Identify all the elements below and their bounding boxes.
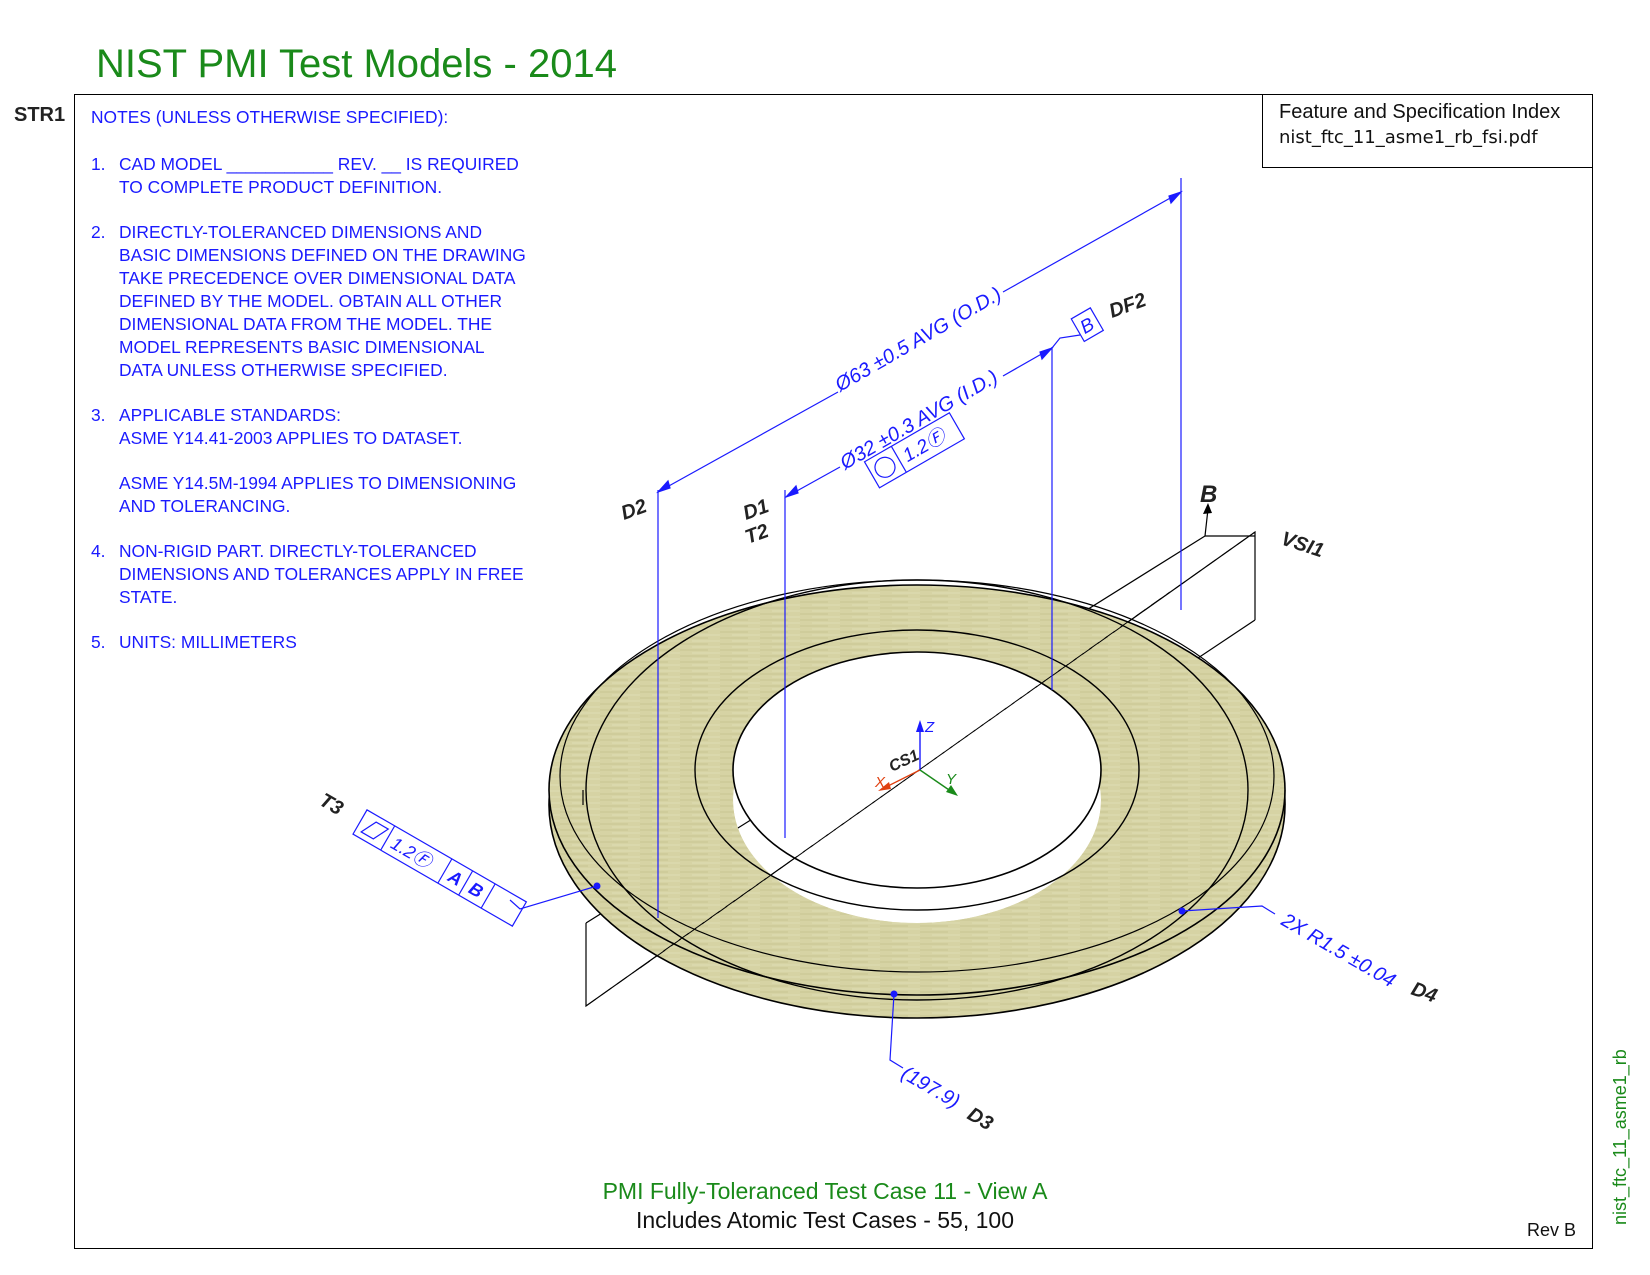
washer-inner-step bbox=[694, 629, 1140, 911]
atomic-cases-caption: Includes Atomic Test Cases - 55, 100 bbox=[636, 1207, 1014, 1233]
y-axis-label: Y bbox=[946, 771, 957, 788]
ref-leader bbox=[889, 993, 904, 1069]
note-item: 3. APPLICABLE STANDARDS: bbox=[91, 404, 531, 427]
notes-block: NOTES (UNLESS OTHERWISE SPECIFIED): 1. C… bbox=[91, 106, 531, 676]
note-subitem: ASME Y14.5M-1994 APPLIES TO DIMENSIONING… bbox=[119, 473, 517, 516]
drawing-frame bbox=[74, 94, 1593, 1249]
note-item: 2. DIRECTLY-TOLERANCED DIMENSIONS AND BA… bbox=[91, 221, 531, 382]
parallelogram-flatness-icon bbox=[360, 821, 390, 840]
datum-b-arrow: B bbox=[1200, 481, 1217, 537]
note-text: DIRECTLY-TOLERANCED DIMENSIONS AND BASIC… bbox=[119, 222, 526, 380]
t3-fcf: 1.2Ⓕ A B bbox=[352, 809, 528, 927]
d1-label: D1 bbox=[740, 495, 772, 524]
radius-leader bbox=[1181, 905, 1276, 915]
note-item: 5. UNITS: MILLIMETERS bbox=[91, 631, 531, 654]
note-text: UNITS: MILLIMETERS bbox=[119, 632, 297, 652]
fsi-title: Feature and Specification Index bbox=[1279, 101, 1561, 123]
note-text: NON-RIGID PART. DIRECTLY-TOLERANCED DIME… bbox=[119, 541, 524, 607]
z-axis-label: Z bbox=[924, 719, 935, 736]
datum-plane-b-label: B bbox=[1200, 481, 1217, 508]
washer-flat-boundary bbox=[585, 579, 1249, 1001]
datum-feature-b: B bbox=[1070, 307, 1105, 343]
radius-text: 2X R1.5 ±0.04 bbox=[1277, 909, 1399, 992]
side-file-tag: nist_ftc_11_asme1_rb bbox=[1610, 1049, 1630, 1225]
t3-label: T3 bbox=[316, 789, 347, 820]
revision-label: Rev B bbox=[1527, 1220, 1577, 1240]
note-text: CAD MODEL ___________ REV. __ IS REQUIRE… bbox=[119, 154, 519, 197]
d3-label: D3 bbox=[964, 1103, 997, 1135]
ref-dimension-text: (197.9) bbox=[898, 1062, 964, 1113]
d4-label: D4 bbox=[1408, 978, 1440, 1007]
note-number: 2. bbox=[91, 222, 106, 242]
note-item: 1. CAD MODEL ___________ REV. __ IS REQU… bbox=[91, 153, 531, 199]
page-title: NIST PMI Test Models - 2014 bbox=[96, 42, 617, 86]
washer-part bbox=[548, 579, 1286, 1019]
id-dimension bbox=[784, 334, 1081, 838]
note-number: 3. bbox=[91, 405, 106, 425]
note-number: 5. bbox=[91, 632, 106, 652]
washer-hole bbox=[732, 651, 1102, 889]
od-dimension bbox=[656, 178, 1183, 918]
x-axis-label: X bbox=[874, 774, 886, 791]
note-item: 4. NON-RIGID PART. DIRECTLY-TOLERANCED D… bbox=[91, 540, 531, 609]
note-subitem: ASME Y14.41-2003 APPLIES TO DATASET. bbox=[119, 428, 463, 448]
d2-label: D2 bbox=[618, 495, 650, 524]
circularity-icon bbox=[874, 456, 896, 478]
vsi1-label: VSI1 bbox=[1278, 528, 1326, 562]
view-caption: PMI Fully-Toleranced Test Case 11 - View… bbox=[602, 1178, 1048, 1204]
note-number: 4. bbox=[91, 541, 106, 561]
t3-leader bbox=[509, 885, 598, 910]
fsi-file-link[interactable]: nist_ftc_11_asme1_rb_fsi.pdf bbox=[1279, 127, 1538, 148]
note-number: 1. bbox=[91, 154, 106, 174]
df2-label: DF2 bbox=[1106, 289, 1149, 323]
sheet-id: STR1 bbox=[14, 104, 66, 126]
notes-header: NOTES (UNLESS OTHERWISE SPECIFIED): bbox=[91, 107, 449, 127]
note-text: APPLICABLE STANDARDS: bbox=[119, 405, 341, 425]
fsi-box: Feature and Specification Index nist_ftc… bbox=[1262, 94, 1593, 168]
